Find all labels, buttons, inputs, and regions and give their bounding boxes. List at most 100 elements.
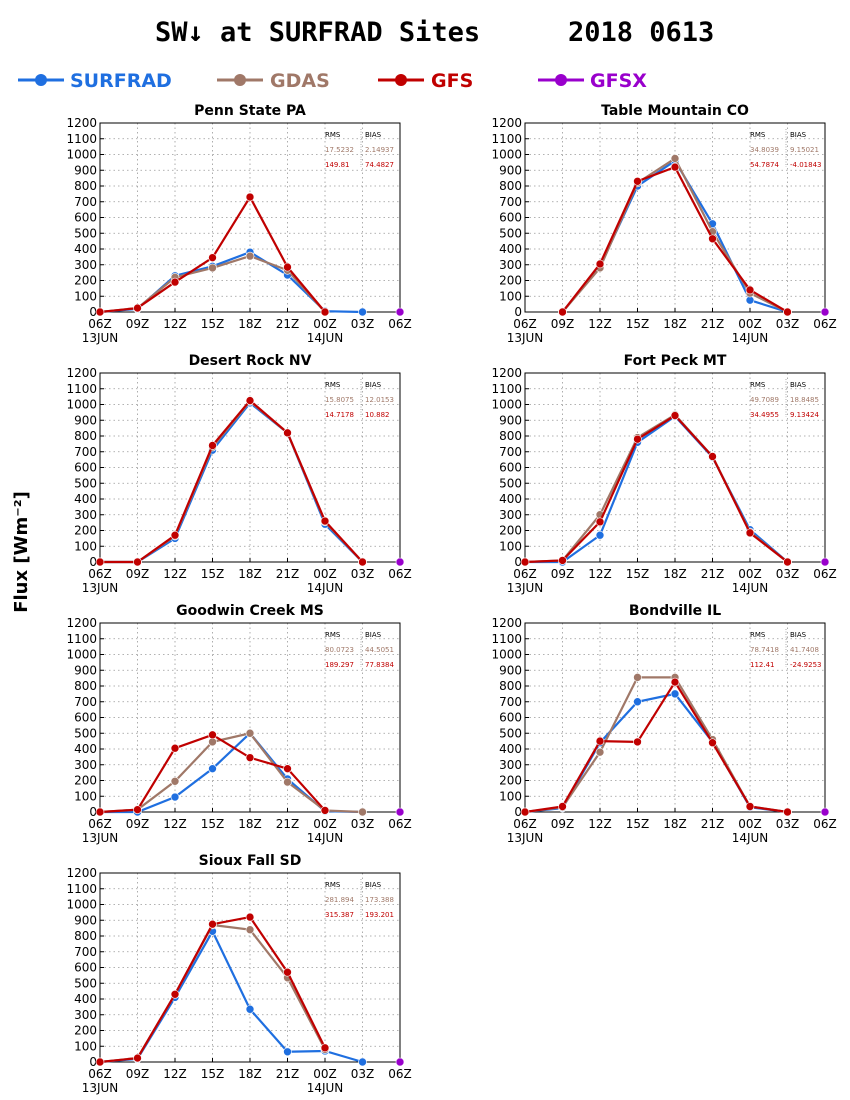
data-point-gfs xyxy=(283,764,292,773)
stats-rms-gfs: 34.4955 xyxy=(750,411,779,419)
x-date-label: 14JUN xyxy=(307,581,344,595)
y-tick-label: 600 xyxy=(499,711,522,725)
x-date-label: 14JUN xyxy=(732,581,769,595)
x-date-label: 13JUN xyxy=(507,581,544,595)
data-point-gfs xyxy=(170,277,180,287)
y-tick-label: 900 xyxy=(499,413,522,427)
stats-rms-gfs: 189.297 xyxy=(325,661,354,669)
stats-bias-gdas: 44.5051 xyxy=(365,646,394,654)
x-tick-label: 15Z xyxy=(201,317,225,331)
series-line-gfs xyxy=(524,414,789,564)
y-tick-label: 1200 xyxy=(66,366,97,380)
x-tick-label: 09Z xyxy=(126,1067,150,1081)
y-tick-label: 100 xyxy=(74,1039,97,1053)
figure-title: SW↓ at SURFRAD Sites xyxy=(155,17,480,48)
data-point-gfsx xyxy=(395,1057,405,1067)
x-tick-label: 06Z xyxy=(513,817,537,831)
legend-marker-gfsx xyxy=(555,74,567,86)
legend-item-gfsx: GFSX xyxy=(538,70,647,92)
panel-title: Bondville IL xyxy=(629,603,721,619)
data-point-gdas xyxy=(245,925,255,935)
data-point-gfs xyxy=(170,989,180,999)
panel-title: Goodwin Creek MS xyxy=(176,603,324,619)
y-tick-label: 200 xyxy=(74,524,97,538)
data-point-gfs xyxy=(745,802,755,811)
y-tick-label: 900 xyxy=(499,663,522,677)
y-tick-label: 900 xyxy=(74,663,97,677)
data-point-gfs xyxy=(95,557,105,567)
data-point-gfs xyxy=(170,743,180,753)
x-tick-label: 21Z xyxy=(276,1067,300,1081)
x-tick-label: 15Z xyxy=(626,567,650,581)
y-tick-label: 1000 xyxy=(66,898,97,912)
series-line-surfrad xyxy=(100,401,364,564)
y-tick-label: 300 xyxy=(74,758,97,772)
x-tick-label: 06Z xyxy=(813,817,837,831)
x-tick-label: 18Z xyxy=(663,817,687,831)
y-tick-label: 800 xyxy=(499,429,522,443)
x-tick-label: 03Z xyxy=(351,567,375,581)
x-tick-label: 06Z xyxy=(88,1067,112,1081)
y-tick-label: 0 xyxy=(89,305,97,319)
data-point-gfs xyxy=(283,967,292,977)
y-tick-label: 700 xyxy=(499,195,522,209)
x-tick-label: 09Z xyxy=(126,317,150,331)
data-point-gfs xyxy=(95,307,105,317)
y-tick-label: 1000 xyxy=(491,398,522,412)
y-tick-label: 400 xyxy=(499,492,522,506)
data-point-gfs xyxy=(95,1057,105,1067)
x-tick-label: 00Z xyxy=(313,1067,337,1081)
x-tick-label: 09Z xyxy=(126,567,150,581)
y-tick-label: 400 xyxy=(499,242,522,256)
x-tick-label: 18Z xyxy=(238,1067,262,1081)
data-point-gfs xyxy=(745,528,755,538)
y-tick-label: 400 xyxy=(74,992,97,1006)
y-tick-label: 100 xyxy=(499,289,522,303)
data-point-gfs xyxy=(520,807,530,817)
data-point-gfs xyxy=(283,428,292,438)
y-tick-label: 0 xyxy=(514,305,522,319)
data-point-gfsx xyxy=(820,557,830,567)
data-point-gfs xyxy=(633,737,642,747)
x-tick-label: 21Z xyxy=(701,317,725,331)
x-date-label: 13JUN xyxy=(507,831,544,845)
panel-title: Sioux Fall SD xyxy=(199,853,302,869)
y-tick-label: 1200 xyxy=(491,616,522,630)
y-tick-label: 800 xyxy=(74,429,97,443)
stats-rms-gdas: 34.8039 xyxy=(750,146,779,154)
panel-title: Penn State PA xyxy=(194,103,306,119)
legend: SURFRAD GDAS GFS GFSX xyxy=(18,70,647,92)
stats-bias-gdas: 2.14937 xyxy=(365,146,394,154)
y-tick-label: 1200 xyxy=(66,116,97,130)
y-tick-label: 900 xyxy=(74,413,97,427)
legend-label-gdas: GDAS xyxy=(270,70,330,92)
x-date-label: 13JUN xyxy=(507,331,544,345)
x-tick-label: 00Z xyxy=(313,317,337,331)
data-point-gfsx xyxy=(395,557,405,567)
stats-rms-gdas: 49.7089 xyxy=(750,396,779,404)
data-point-gfs xyxy=(783,807,792,817)
y-tick-label: 1100 xyxy=(66,632,97,646)
x-tick-label: 06Z xyxy=(813,567,837,581)
y-tick-label: 600 xyxy=(74,461,97,475)
x-tick-label: 12Z xyxy=(588,567,612,581)
x-tick-label: 06Z xyxy=(88,567,112,581)
x-tick-label: 06Z xyxy=(813,317,837,331)
x-tick-label: 00Z xyxy=(738,567,762,581)
series-line-gfs xyxy=(99,733,326,814)
y-tick-label: 1100 xyxy=(66,132,97,146)
data-point-gdas xyxy=(670,154,680,163)
data-point-gfs xyxy=(133,303,142,313)
data-point-gfs xyxy=(170,530,180,540)
y-tick-label: 800 xyxy=(74,929,97,943)
x-tick-label: 18Z xyxy=(663,567,687,581)
panels: Penn State PA010020030040050060070080090… xyxy=(66,103,836,1095)
x-tick-label: 03Z xyxy=(776,817,800,831)
data-point-surfrad xyxy=(358,307,367,317)
x-tick-label: 09Z xyxy=(551,817,575,831)
data-point-gfs xyxy=(670,162,680,172)
series-line-gdas xyxy=(99,732,363,814)
x-date-label: 14JUN xyxy=(307,331,344,345)
data-point-gfsx xyxy=(395,807,405,817)
data-point-gfs xyxy=(708,234,717,244)
